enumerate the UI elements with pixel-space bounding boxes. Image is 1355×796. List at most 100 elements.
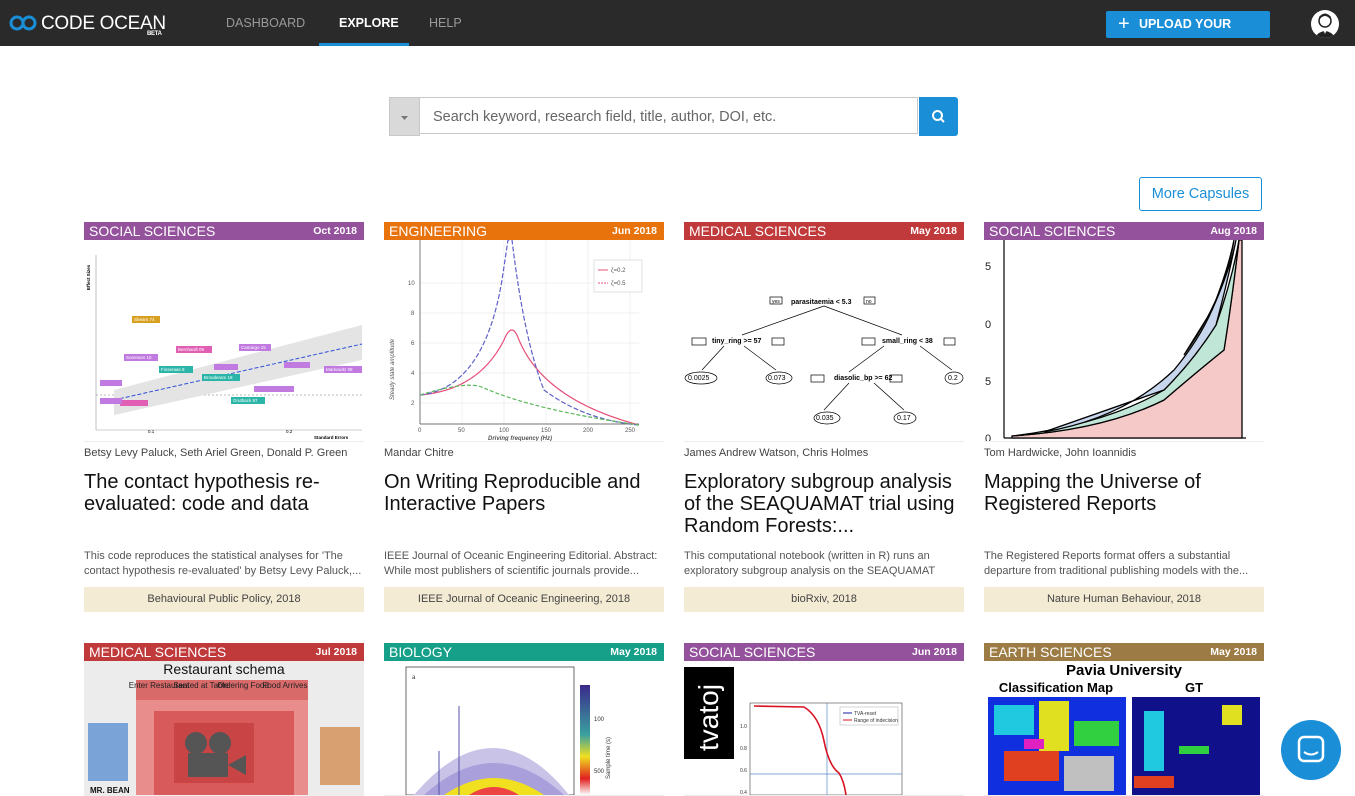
category-bar: BIOLOGY May 2018 (384, 643, 664, 661)
journal: Behavioural Public Policy, 2018 (84, 587, 364, 612)
thumbnail-shape (994, 705, 1034, 735)
capsule-card[interactable]: ENGINEERING Jun 2018 ζ=0.2 ζ=0.5 Steady st… (384, 222, 664, 612)
logo-text: CODE OCEAN (41, 13, 166, 34)
capsule-card[interactable]: SOCIAL SCIENCES Jun 2018 tvatoj TVA-reset… (684, 643, 964, 796)
category: SOCIAL SCIENCES (89, 223, 216, 239)
thumbnail-label: 5 (985, 376, 991, 388)
thumbnail-shape (823, 305, 903, 336)
thumbnail-shape (684, 667, 734, 759)
thumbnail-label: 0.4 (740, 790, 747, 795)
user-avatar[interactable] (1311, 10, 1339, 38)
thumbnail-shape (893, 411, 917, 425)
thumbnail-shape (100, 398, 122, 404)
thumbnail: ζ=0.2 ζ=0.5 Steady state amplitude Drivin… (384, 240, 664, 442)
thumbnail-label: Classification Map (999, 680, 1113, 695)
capsule-card[interactable]: MEDICAL SCIENCES Jul 2018 Restaurant sche… (84, 643, 364, 796)
date: Aug 2018 (1210, 225, 1257, 237)
thumbnail-label: Finseraas 8 (161, 367, 185, 372)
thumbnail-image: Restaurant schema Enter Restaurant Seate… (88, 661, 360, 795)
capsule-title[interactable]: On Writing Reproducible and Interactive … (384, 471, 641, 515)
thumbnail-shape (320, 727, 360, 785)
category: MEDICAL SCIENCES (689, 223, 827, 239)
thumbnail-label: parasitaemia < 5.3 (791, 299, 852, 306)
thumbnail-shape (580, 685, 590, 795)
thumbnail-label: 6 (411, 341, 415, 347)
date: Jul 2018 (315, 646, 357, 658)
upload-button[interactable]: + UPLOAD YOUR CODE (1106, 11, 1270, 58)
thumbnail-label: 0.035 (816, 415, 834, 422)
capsule-card[interactable]: SOCIAL SCIENCES Aug 2018 5 0 5 0 Tom Hardwi… (984, 222, 1264, 612)
search-filter-dropdown[interactable] (389, 97, 420, 136)
search-icon (932, 110, 945, 123)
capsule-title[interactable]: Exploratory subgroup analysis of the SEA… (684, 471, 955, 537)
thumbnail-label: yes (772, 299, 780, 305)
capsule-card[interactable]: SOCIAL SCIENCES Oct 2018 Effect Sizes Sta… (84, 222, 364, 612)
avatar-image (1314, 13, 1336, 38)
thumbnail-label: Grutback 97 (233, 398, 258, 403)
thumbnail-shape (1144, 711, 1164, 771)
thumbnail-shape (1314, 31, 1336, 38)
thumbnail-shape (100, 380, 122, 386)
thumbnail-shape (324, 366, 362, 373)
thumbnail: 5 0 5 0 (984, 240, 1264, 442)
search-input[interactable]: Search keyword, research field, title, a… (419, 97, 918, 134)
capsule-title[interactable]: Mapping the Universe of Registered Repor… (984, 471, 1201, 515)
thumbnail-label: Range of indecision (854, 718, 898, 724)
thumbnail-shape (188, 753, 228, 777)
thumbnail-label: Sample time (s) (606, 737, 612, 779)
thumbnail-label: 0.0025 (688, 375, 710, 382)
logo-mark (9, 15, 37, 31)
thumbnail-shape (593, 259, 643, 293)
chat-launcher[interactable] (1281, 720, 1341, 780)
thumbnail-shape (228, 755, 246, 775)
thumbnail-shape (159, 366, 193, 373)
category-bar: EARTH SCIENCES May 2018 (984, 643, 1264, 661)
thumbnail-shape (124, 354, 158, 361)
thumbnail-image: ζ=0.2 ζ=0.5 Steady state amplitude Drivin… (390, 240, 643, 441)
thumbnail-label: 0.073 (768, 375, 786, 382)
thumbnail-shape (1319, 13, 1331, 20)
thumbnail-label: 500 (594, 769, 605, 775)
capsule-card[interactable]: BIOLOGY May 2018 a 100 500 Sample time (s) (384, 643, 664, 796)
search-button[interactable] (919, 97, 958, 136)
thumbnail-label: 50 (458, 428, 465, 434)
thumbnail-label: Restaurant schema (163, 661, 285, 677)
thumbnail-shape (9, 15, 25, 31)
search-bar: Search keyword, research field, title, a… (389, 97, 958, 136)
capsule-card[interactable]: EARTH SCIENCES May 2018 Pavia University … (984, 643, 1264, 796)
thumbnail-shape (753, 705, 847, 795)
thumbnail-label: 0 (985, 319, 991, 331)
capsule-card[interactable]: MEDICAL SCIENCES May 2018 parasitaemia < … (684, 222, 964, 612)
thumbnail-label: 0.17 (897, 415, 911, 422)
chat-icon (1297, 735, 1325, 763)
thumbnail-shape (944, 371, 964, 385)
thumbnail-shape (861, 337, 876, 346)
thumbnail-label: 0.1 (148, 429, 155, 434)
category-bar: SOCIAL SCIENCES Oct 2018 (84, 222, 364, 240)
more-capsules-button[interactable]: More Capsules (1139, 177, 1262, 211)
thumbnail-shape (940, 118, 945, 123)
thumbnail: a 100 500 Sample time (s) (384, 661, 664, 796)
thumbnail-shape (419, 384, 640, 426)
thumbnail-image: Effect Sizes Standard Errors 0.1 0.2 She… (86, 255, 363, 440)
thumbnail-label: Pavia University (1066, 662, 1183, 679)
thumbnail-shape (1179, 746, 1209, 754)
thumbnail-label: GT (1185, 680, 1203, 695)
thumbnail-label: tvatoj (693, 684, 724, 751)
thumbnail-shape (419, 329, 640, 426)
thumbnail-shape (1303, 751, 1319, 756)
thumbnail-shape (684, 296, 964, 425)
thumbnail-shape (444, 778, 544, 795)
thumbnail-shape (469, 787, 519, 795)
description: This code reproduces the statistical ana… (84, 550, 362, 577)
nav-link[interactable]: EXPLORE (339, 16, 399, 30)
thumbnail-shape (743, 345, 777, 371)
thumbnail-shape (769, 296, 783, 305)
category: SOCIAL SCIENCES (689, 644, 816, 660)
thumbnail-label: TVA-reset (854, 711, 877, 717)
nav-link[interactable]: HELP (429, 16, 462, 30)
nav-link[interactable]: DASHBOARD (226, 16, 306, 30)
thumbnail-label: Shears 74 (134, 317, 155, 322)
capsule-title[interactable]: The contact hypothesis re-evaluated: cod… (84, 471, 320, 515)
thumbnail-label: Bernhardt 09 (178, 347, 205, 352)
